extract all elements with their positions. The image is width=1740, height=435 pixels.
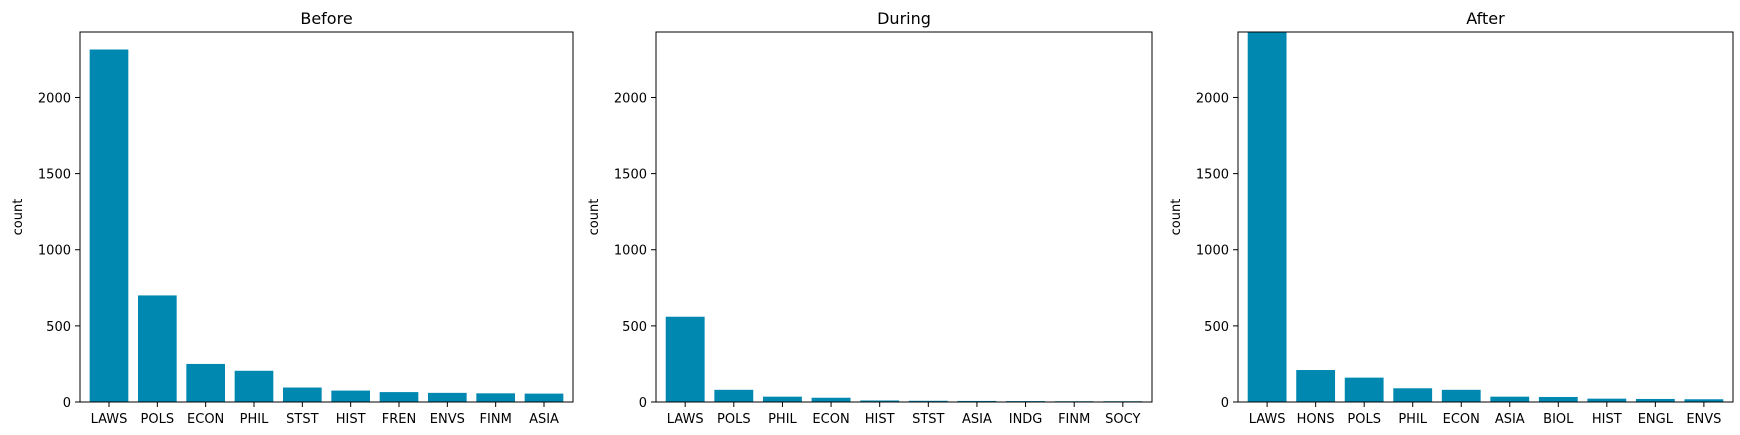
x-tick-label: ENVS [1686, 412, 1721, 427]
x-tick-label: HIST [1592, 412, 1622, 427]
chart-panel-0: Before count LAWS POLS ECON PHIL STST HIST FREN E… [11, 9, 574, 427]
y-tick-label: 1000 [1196, 244, 1229, 259]
x-tick-label: ECON [812, 412, 849, 427]
x-tick-label: FREN [382, 412, 416, 427]
y-axis-label: count [1169, 199, 1184, 236]
x-tick-label: PHIL [1398, 412, 1427, 427]
x-tick-label: POLS [1347, 412, 1381, 427]
bar-hons [1296, 370, 1336, 402]
y-axis-label: count [587, 199, 602, 236]
x-tick-label: ASIA [529, 412, 559, 427]
y-tick-label: 0 [1221, 396, 1229, 411]
bar-phil [762, 396, 802, 402]
bar-envs [428, 392, 467, 402]
bar-econ [186, 363, 225, 402]
bar-laws [1247, 32, 1287, 402]
y-tick-label: 1000 [614, 244, 647, 259]
bar-econ [811, 397, 851, 402]
bar-phil [1393, 388, 1433, 402]
bar-hist [860, 400, 900, 402]
x-tick-label: PHIL [240, 412, 269, 427]
y-tick-label: 2000 [614, 91, 647, 106]
x-tick-label: ENGL [1638, 412, 1674, 427]
chart-panel-1: During count LAWS POLS PHIL ECON HIST STST ASIA I… [587, 9, 1153, 427]
plot-frame [1237, 31, 1734, 403]
plot-frame [655, 31, 1153, 403]
plot-frame [79, 31, 574, 403]
y-tick-label: 500 [1204, 320, 1229, 335]
x-tick-label: HIST [336, 412, 366, 427]
y-tick-label: 0 [639, 396, 647, 411]
x-tick-label: HONS [1297, 412, 1335, 427]
x-tick-label: INDG [1009, 412, 1043, 427]
x-tick-label: SOCY [1105, 412, 1140, 427]
x-tick-label: ASIA [962, 412, 992, 427]
y-tick-label: 1000 [38, 244, 71, 259]
x-tick-label: LAWS [1249, 412, 1286, 427]
x-tick-label: FINM [1058, 412, 1090, 427]
x-tick-label: LAWS [667, 412, 704, 427]
y-tick-label: 1500 [614, 168, 647, 183]
y-tick-label: 1500 [38, 168, 71, 183]
bar-asia [957, 400, 997, 402]
y-tick-label: 500 [622, 320, 647, 335]
bar-finm [476, 393, 515, 402]
bar-econ [1441, 389, 1481, 402]
x-tick-label: ENVS [430, 412, 465, 427]
bar-asia [1490, 396, 1530, 402]
y-tick-label: 2000 [1196, 91, 1229, 106]
x-tick-label: FINM [480, 412, 512, 427]
bar-laws [89, 49, 129, 403]
x-tick-label: STST [912, 412, 944, 427]
x-tick-label: HIST [865, 412, 895, 427]
bar-pols [1344, 377, 1384, 402]
chart-title: During [877, 9, 931, 28]
x-tick-label: POLS [717, 412, 751, 427]
x-tick-label: LAWS [91, 412, 128, 427]
x-tick-label: ECON [187, 412, 224, 427]
bar-stst [908, 400, 948, 402]
x-tick-label: POLS [141, 412, 175, 427]
bar-fren [379, 392, 419, 402]
chart-panel-2: After count LAWS HONS POLS PHIL ECON ASIA BIOL HI… [1169, 9, 1734, 427]
x-tick-label: ASIA [1495, 412, 1525, 427]
bar-stst [283, 387, 322, 402]
bar-pols [714, 389, 754, 402]
bar-pols [138, 295, 177, 402]
bar-phil [234, 370, 274, 402]
chart-title: Before [300, 9, 352, 28]
bar-biol [1538, 396, 1578, 402]
x-tick-label: BIOL [1543, 412, 1574, 427]
bar-engl [1635, 398, 1675, 402]
bar-hist [1587, 398, 1627, 402]
bar-laws [665, 316, 705, 402]
bar-hist [331, 390, 370, 402]
y-tick-label: 500 [46, 320, 71, 335]
x-tick-label: STST [286, 412, 318, 427]
y-tick-label: 0 [63, 396, 71, 411]
bar-asia [524, 393, 564, 402]
bar-envs [1684, 399, 1724, 402]
y-tick-label: 2000 [38, 91, 71, 106]
x-tick-label: PHIL [768, 412, 797, 427]
y-tick-label: 1500 [1196, 168, 1229, 183]
x-tick-label: ECON [1443, 412, 1480, 427]
y-axis-label: count [11, 199, 26, 236]
chart-title: After [1466, 9, 1505, 28]
